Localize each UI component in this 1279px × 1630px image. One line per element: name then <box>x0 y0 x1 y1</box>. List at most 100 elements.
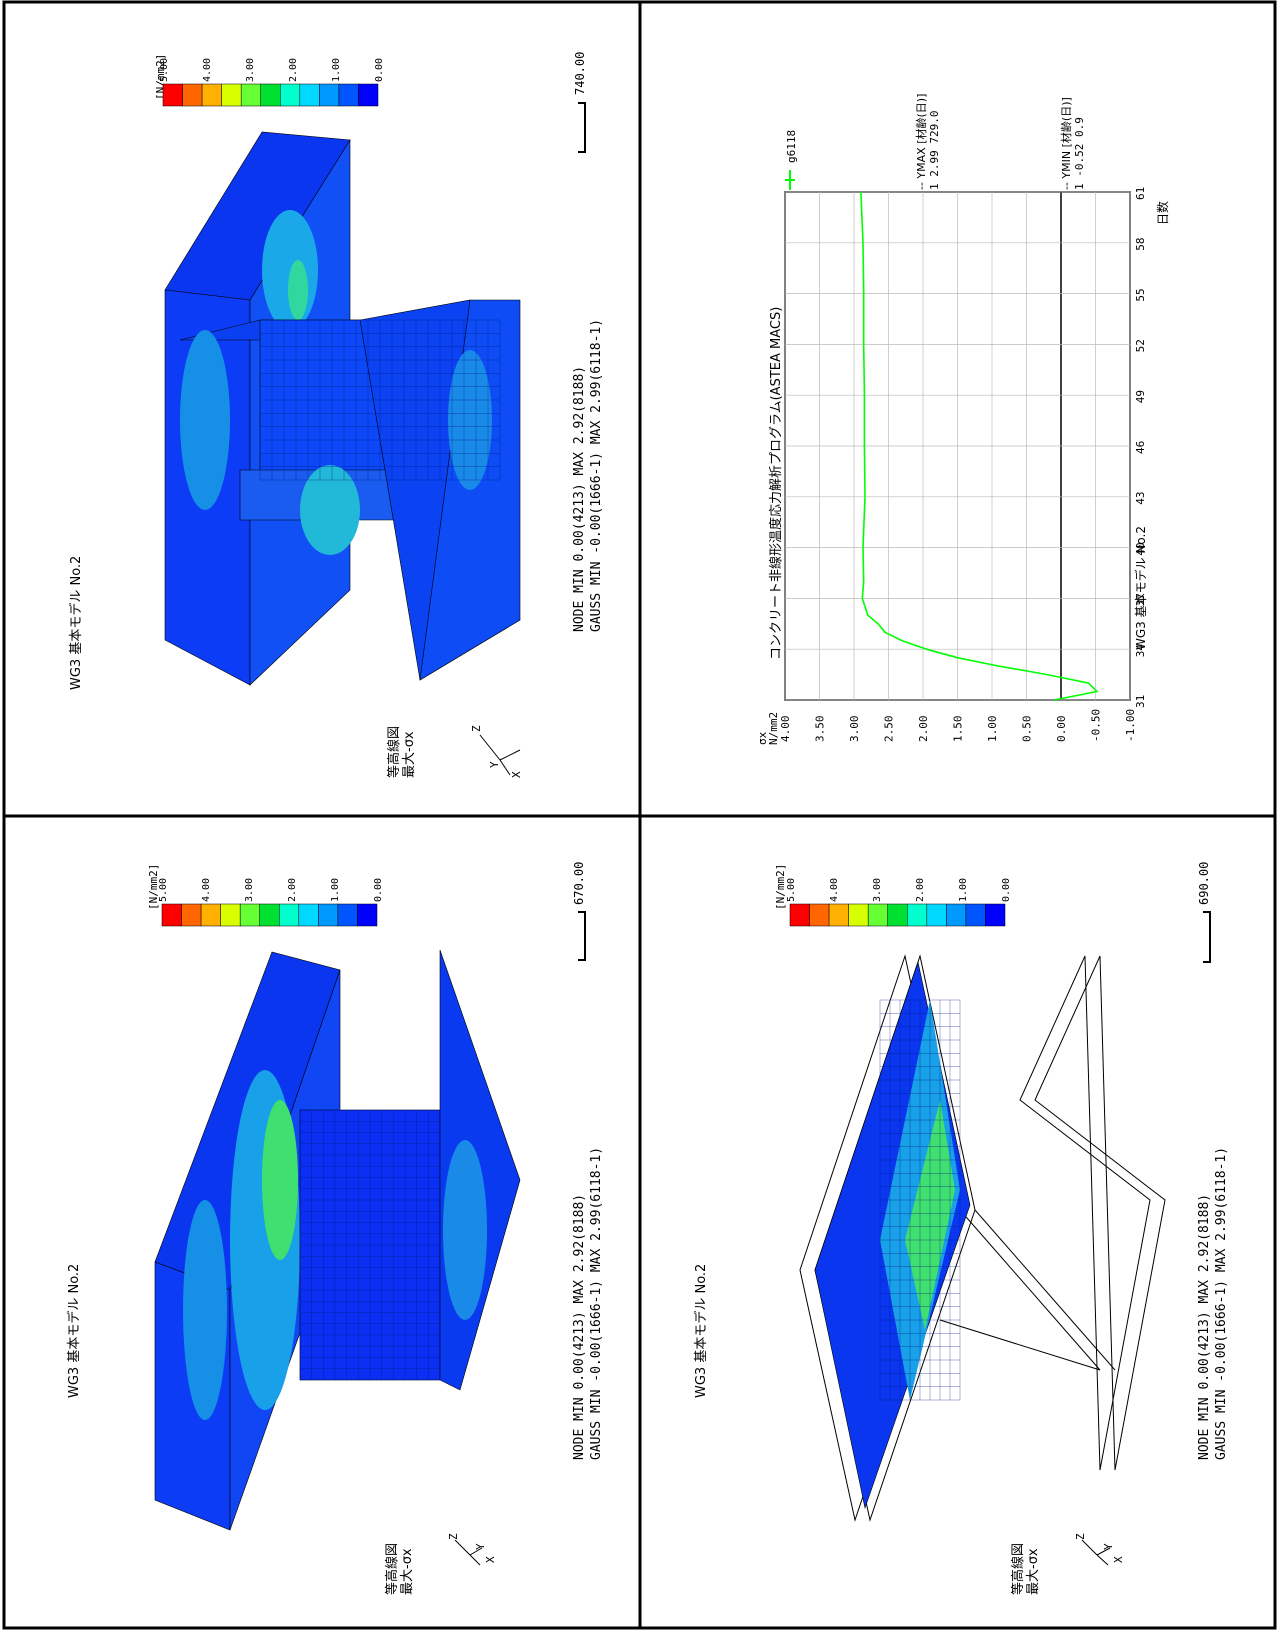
axis-z-label: Z <box>1074 1533 1087 1540</box>
colorbar-tick: 0.00 <box>1001 878 1012 902</box>
colorbar-swatch <box>985 903 1006 927</box>
colorbar-swatch <box>887 903 908 927</box>
axis-x-label: X <box>510 771 523 778</box>
panel-top-right: [N/mm2] 5.00 4.00 3.00 2.00 1.00 0.00 Z Y <box>68 52 604 778</box>
colorbar-swatch <box>221 83 242 107</box>
y-tick-label: 1.00 <box>986 716 999 743</box>
axis-x-label: X <box>484 1556 497 1563</box>
colorbar-unit: [N/mm2] <box>774 864 787 910</box>
y-tick-label: 1.50 <box>952 716 965 743</box>
series-line-g6118 <box>860 191 1099 701</box>
colorbar-tick: 5.00 <box>158 878 169 902</box>
colorbar: [N/mm2] 5.00 4.00 3.00 2.00 1.00 0.00 <box>147 864 384 927</box>
colorbar-tick: 4.00 <box>201 878 212 902</box>
colorbar-swatch <box>789 903 810 927</box>
colorbar: [N/mm2] 5.00 4.00 3.00 2.00 1.00 0.00 <box>774 864 1012 927</box>
colorbar-swatch <box>946 903 967 927</box>
contour-label: 等高線図 <box>384 1543 400 1595</box>
x-tick-label: 58 <box>1134 238 1147 251</box>
axis-triad: Z Y X <box>470 725 523 778</box>
colorbar-swatch <box>809 903 830 927</box>
panel-bottom-left: [N/mm2] 5.00 4.00 3.00 2.00 1.00 0.00 Z Y X W… <box>693 862 1229 1595</box>
x-tick-label: 49 <box>1134 390 1147 403</box>
x-tick-label: 61 <box>1134 187 1147 200</box>
axis-z-label: Z <box>470 725 483 732</box>
panel-top-left: [N/mm2] 5.00 4.00 3.00 2.00 1.00 0.00 Z Y X W… <box>66 862 604 1595</box>
y-tick-label: 3.00 <box>848 716 861 743</box>
colorbar-swatch <box>357 903 378 927</box>
contour-label-sub: 最大-σx <box>1026 1548 1041 1595</box>
colorbar-swatch <box>828 903 849 927</box>
colorbar-swatch <box>240 83 261 107</box>
y-tick-label: 0.00 <box>1055 716 1068 743</box>
colorbar-swatch <box>181 903 202 927</box>
colorbar-swatch <box>319 83 340 107</box>
y-tick-label: 3.50 <box>814 716 827 743</box>
y-tick-label: 0.50 <box>1021 716 1034 743</box>
legend-series: g6118 <box>785 130 798 163</box>
colorbar-swatch <box>337 903 358 927</box>
gauss-minmax: GAUSS MIN -0.00(1666-1) MAX 2.99(6118-1) <box>589 1147 604 1460</box>
y-axis-label: σx <box>756 731 769 745</box>
colorbar-swatch <box>338 83 359 107</box>
colorbar-tick: 2.00 <box>287 878 298 902</box>
x-tick-label: 31 <box>1134 695 1147 708</box>
scale-bar <box>578 911 586 961</box>
colorbar-tick: 3.00 <box>245 58 256 82</box>
x-tick-label: 43 <box>1134 492 1147 505</box>
fem-mesh-model <box>164 131 521 686</box>
colorbar-swatch <box>965 903 986 927</box>
colorbar-swatch <box>260 83 281 107</box>
gauss-minmax: GAUSS MIN -0.00(1666-1) MAX 2.99(6118-1) <box>589 319 604 632</box>
axis-x-label: X <box>1112 1556 1125 1563</box>
axis-z-label: Z <box>447 1533 460 1540</box>
colorbar-swatch <box>299 83 320 107</box>
colorbar-tick: 5.00 <box>786 878 797 902</box>
panel-chart: 4.00 3.50 3.00 2.50 2.00 1.50 1.00 0.50 0.00 -0.5… <box>756 94 1170 745</box>
colorbar-swatch <box>182 83 203 107</box>
panel-title: WG3 基本モデル No.2 <box>693 1264 709 1398</box>
colorbar-swatch <box>220 903 241 927</box>
chart-subtitle: WG3 基本モデル No.2 <box>1133 526 1148 650</box>
axis-triad: Z Y X <box>447 1533 497 1566</box>
node-minmax: NODE MIN 0.00(4213) MAX 2.92(8188) <box>572 366 587 632</box>
contour-label-sub: 最大-σx <box>400 1548 415 1595</box>
chart-grid <box>784 191 1131 701</box>
colorbar-tick: 4.00 <box>202 58 213 82</box>
fem-mesh-model <box>154 949 521 1531</box>
axis-y-label: Y <box>474 1543 487 1550</box>
scale-bar <box>1203 911 1211 963</box>
colorbar-tick: 2.00 <box>288 58 299 82</box>
contour-label: 等高線図 <box>1010 1543 1026 1595</box>
colorbar-swatch <box>318 903 339 927</box>
x-axis-label: 日数 <box>1155 201 1170 225</box>
colorbar-swatch <box>926 903 947 927</box>
colorbar-swatch <box>161 903 182 927</box>
legend-ymax-values: 1 2.99 729.0 <box>928 111 941 190</box>
panel-title: WG3 基本モデル No.2 <box>68 556 84 690</box>
colorbar-swatch <box>907 903 928 927</box>
colorbar-swatch <box>279 903 300 927</box>
colorbar-unit: [N/mm2] <box>147 864 160 910</box>
scale-value: 670.00 <box>572 862 586 905</box>
x-tick-label: 40 <box>1134 542 1147 555</box>
x-tick-label: 46 <box>1134 441 1147 454</box>
colorbar: [N/mm2] 5.00 4.00 3.00 2.00 1.00 0.00 <box>154 54 385 107</box>
gauss-minmax: GAUSS MIN -0.00(1666-1) MAX 2.99(6118-1) <box>1214 1147 1229 1460</box>
colorbar-tick: 1.00 <box>330 878 341 902</box>
contour-label-sub: 最大-σx <box>402 731 417 778</box>
scale-bar <box>578 102 586 153</box>
colorbar-swatch <box>358 83 379 107</box>
colorbar-tick: 2.00 <box>915 878 926 902</box>
panel-title: WG3 基本モデル No.2 <box>66 1264 82 1398</box>
colorbar-tick: 0.00 <box>373 878 384 902</box>
x-tick-label: 55 <box>1134 288 1147 301</box>
colorbar-swatch <box>239 903 260 927</box>
colorbar-swatch <box>162 83 183 107</box>
node-minmax: NODE MIN 0.00(4213) MAX 2.92(8188) <box>1197 1194 1212 1460</box>
y-tick-label: 2.00 <box>917 716 930 743</box>
y-tick-label: 4.00 <box>779 716 792 743</box>
colorbar-tick: 5.00 <box>159 58 170 82</box>
colorbar-swatch <box>200 903 221 927</box>
